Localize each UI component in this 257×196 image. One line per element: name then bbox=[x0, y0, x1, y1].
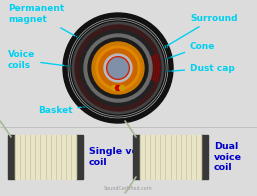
Circle shape bbox=[99, 49, 137, 87]
Text: Single voice
coil: Single voice coil bbox=[89, 147, 153, 167]
Bar bbox=[140, 135, 201, 179]
Bar bbox=[76, 135, 83, 179]
Circle shape bbox=[104, 54, 132, 82]
Circle shape bbox=[107, 57, 125, 75]
Bar bbox=[201, 135, 208, 179]
Text: Basket: Basket bbox=[38, 103, 109, 114]
Text: Cone: Cone bbox=[156, 42, 215, 63]
Circle shape bbox=[84, 34, 152, 102]
Circle shape bbox=[80, 30, 156, 106]
Circle shape bbox=[63, 13, 173, 123]
Text: Surround: Surround bbox=[164, 14, 237, 48]
Bar bbox=[133, 135, 140, 179]
Text: Dust cap: Dust cap bbox=[136, 64, 235, 75]
Circle shape bbox=[115, 85, 121, 91]
Bar bbox=[15, 135, 76, 179]
Text: Dual
voice
coil: Dual voice coil bbox=[214, 142, 242, 172]
Circle shape bbox=[75, 25, 161, 111]
Circle shape bbox=[112, 85, 116, 91]
Text: SoundCertified.com: SoundCertified.com bbox=[104, 185, 152, 191]
Circle shape bbox=[120, 85, 124, 91]
Text: Voice
coils: Voice coils bbox=[8, 50, 94, 71]
Circle shape bbox=[96, 46, 140, 90]
Circle shape bbox=[92, 42, 144, 94]
Circle shape bbox=[88, 38, 148, 98]
Text: Permanent
magnet: Permanent magnet bbox=[8, 4, 96, 48]
Circle shape bbox=[108, 58, 128, 78]
Circle shape bbox=[72, 22, 164, 114]
Circle shape bbox=[68, 18, 168, 118]
Bar bbox=[8, 135, 15, 179]
